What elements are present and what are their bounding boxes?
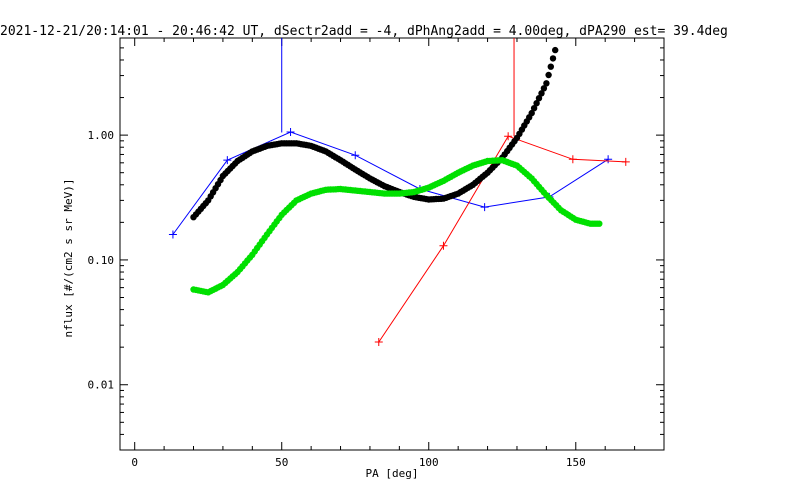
data-point-plus	[351, 151, 360, 160]
x-tick-label: 50	[275, 456, 288, 469]
data-point-plus	[621, 157, 630, 166]
data-point-plus	[439, 241, 448, 250]
y-tick-label: 1.00	[88, 129, 115, 142]
data-point-dot	[538, 90, 545, 97]
data-point-dot	[533, 100, 540, 107]
data-point-dot	[596, 220, 603, 227]
data-point-dot	[535, 95, 543, 102]
data-point-dot	[528, 109, 535, 117]
x-axis-label: PA [deg]	[366, 467, 419, 480]
data-point-dot	[540, 85, 548, 92]
y-axis-label: nflux [#/(cm2 s sr MeV)]	[62, 179, 75, 338]
chart-title: 2021-12-21/20:14:01 - 20:46:42 UT, dSect…	[0, 24, 728, 39]
x-tick-label: 100	[419, 456, 439, 469]
series-line	[172, 131, 609, 235]
data-point-dot	[552, 46, 559, 54]
data-point-plus	[168, 230, 177, 239]
y-tick-label: 0.01	[88, 379, 115, 392]
series-4	[190, 46, 559, 221]
axis-ticks: 0 50 100 150 0.01 0.10 1.00	[88, 38, 664, 469]
x-tick-label: 150	[566, 456, 586, 469]
data-point-dot	[545, 71, 552, 79]
data-point-dot	[530, 105, 538, 112]
data-point-plus	[374, 338, 383, 347]
x-tick-label: 0	[131, 456, 138, 469]
data-point-plus	[480, 203, 489, 212]
data-point-plus	[504, 132, 513, 141]
data-point-dot	[549, 55, 557, 62]
series-2	[374, 132, 630, 347]
data-point-plus	[223, 156, 232, 165]
data-point-plus	[604, 155, 613, 164]
series-0	[168, 127, 613, 239]
y-tick-label: 0.10	[88, 254, 115, 267]
data-series	[168, 38, 630, 347]
data-point-plus	[568, 155, 577, 164]
series-5	[190, 157, 603, 296]
plot-frame	[119, 37, 665, 451]
data-point-dot	[547, 63, 554, 70]
series-line	[378, 135, 626, 343]
data-point-plus	[286, 127, 295, 136]
data-point-dot	[543, 80, 550, 87]
